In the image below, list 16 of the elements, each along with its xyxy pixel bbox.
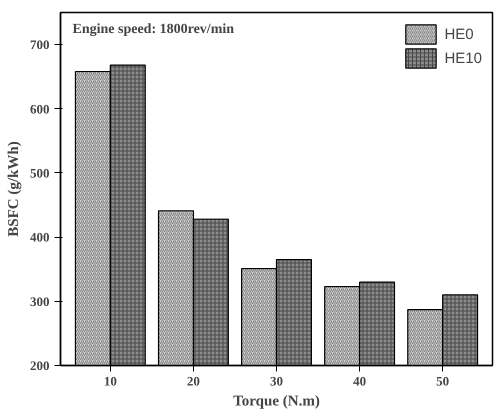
y-tick-label: 300 bbox=[30, 294, 50, 309]
y-tick-label: 400 bbox=[30, 230, 50, 245]
x-axis-title: Torque (N.m) bbox=[233, 394, 320, 410]
x-tick-label: 20 bbox=[186, 374, 200, 388]
x-tick-label: 40 bbox=[353, 374, 366, 388]
x-tick-label: 50 bbox=[436, 374, 450, 388]
y-tick-label: 600 bbox=[30, 101, 50, 116]
legend-label: HE10 bbox=[444, 50, 482, 66]
legend-label: HE0 bbox=[444, 26, 474, 42]
y-tick-label: 200 bbox=[30, 358, 50, 373]
annotation: Engine speed: 1800rev/min bbox=[72, 22, 234, 38]
x-tick-label: 30 bbox=[270, 374, 283, 388]
x-tick-label: 10 bbox=[104, 374, 117, 388]
y-tick-label: 700 bbox=[30, 37, 50, 52]
y-tick-label: 500 bbox=[30, 165, 50, 180]
y-axis-title: BSFC (g/kWh) bbox=[6, 141, 22, 237]
